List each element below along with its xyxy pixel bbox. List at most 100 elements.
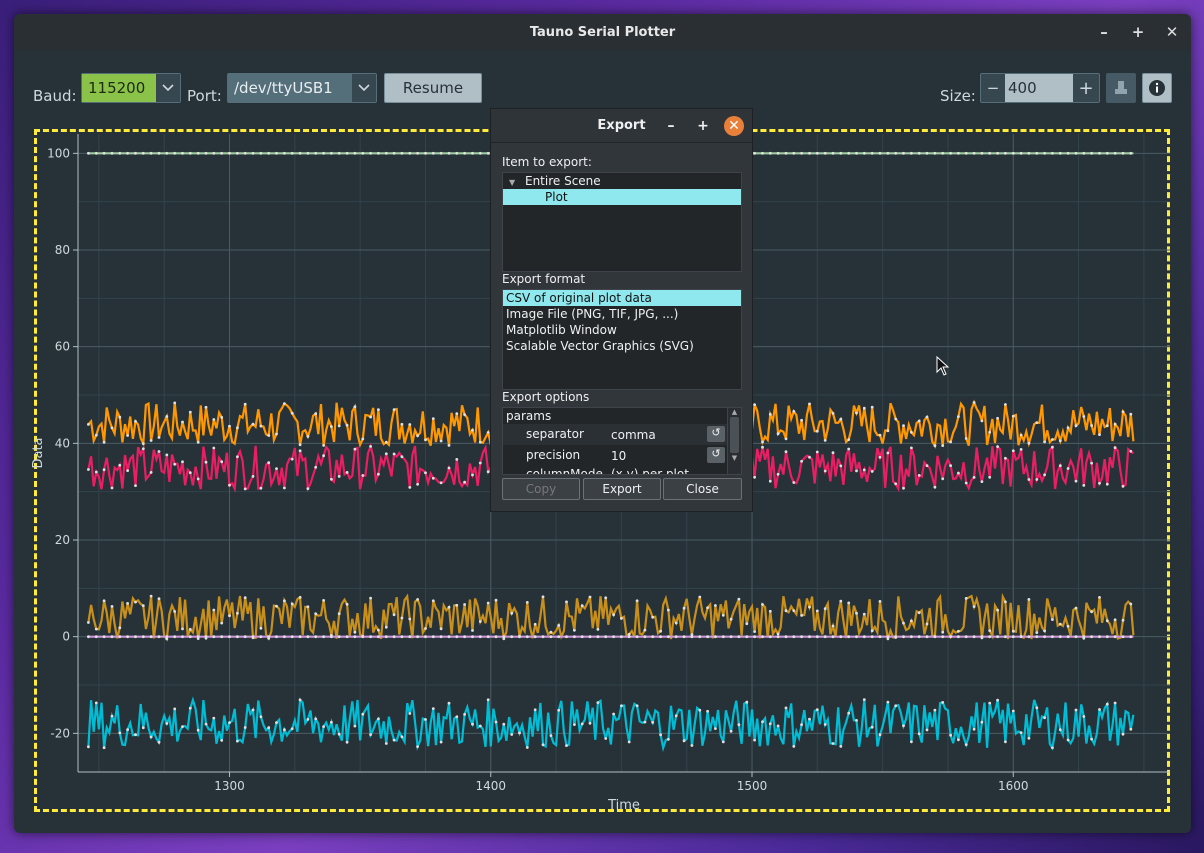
data-point [667,737,670,741]
reset-icon[interactable]: ↺ [707,426,725,442]
data-point [776,632,780,636]
data-point [698,635,702,639]
data-point [149,635,153,639]
port-select[interactable]: /dev/ttyUSB1 [227,73,377,103]
data-point [478,635,482,639]
data-point [408,712,412,715]
data-point [620,704,623,708]
scroll-up-icon[interactable]: ▲ [731,408,738,416]
size-spinbox[interactable]: − 400 + [980,73,1100,103]
separator-value[interactable]: comma [611,428,656,442]
data-point [996,445,999,448]
format-list[interactable]: CSV of original plot data Image File (PN… [502,289,742,390]
maximize-icon[interactable]: + [697,118,709,134]
size-input[interactable]: 400 [1005,74,1073,102]
data-point [306,435,310,438]
data-point [580,604,584,608]
size-minus-button[interactable]: − [986,79,1000,97]
data-point [682,606,686,610]
baud-select[interactable]: 115200 [81,73,181,103]
scroll-thumb[interactable] [730,417,739,453]
reset-icon[interactable]: ↺ [707,447,725,463]
data-point [1129,635,1133,639]
data-point [541,743,545,747]
plot-canvas[interactable]: 1300 1400 1500 1600 -20 0 20 40 60 80 100 Time Dat… [14,14,1191,833]
data-point [455,715,459,719]
close-icon[interactable]: ✕ [1165,23,1179,41]
tree-item-plot[interactable]: Plot [503,189,741,205]
data-point [1113,618,1117,622]
data-point [337,151,341,155]
format-item-csv[interactable]: CSV of original plot data [503,290,741,306]
tree-item-entire-scene[interactable]: ▼ Entire Scene [509,174,601,188]
maximize-icon[interactable]: + [1131,23,1145,41]
data-point [1121,484,1125,488]
data-point [847,711,851,715]
data-point [431,151,435,155]
options-tree[interactable]: params separator comma ↺ precision 10 ↺ … [502,407,742,475]
size-plus-button[interactable]: + [1078,77,1094,99]
data-point [236,611,239,615]
resume-button[interactable]: Resume [384,73,482,103]
precision-value[interactable]: 10 [611,449,627,463]
brush-icon[interactable] [1106,73,1136,103]
item-tree[interactable]: ▼ Entire Scene Plot [502,172,742,272]
minimize-icon[interactable]: – [1100,23,1108,41]
data-point [314,412,318,416]
data-point [957,471,960,475]
data-point [126,469,129,472]
data-point [729,729,733,733]
minimize-icon[interactable]: – [667,118,675,134]
format-item-matplotlib[interactable]: Matplotlib Window [506,323,617,337]
param-row-columnmode[interactable]: columnMode (x,y) per plot [526,467,689,475]
close-icon[interactable]: ✕ [724,116,744,136]
expand-arrow-icon[interactable]: ▼ [509,178,516,187]
data-point [1074,479,1078,483]
data-point [259,424,263,428]
data-point [337,424,341,428]
data-point [290,727,294,731]
format-item-image[interactable]: Image File (PNG, TIF, JPG, ...) [506,307,679,321]
data-point [384,625,388,629]
data-point [157,597,161,601]
data-point [157,635,161,639]
format-item-svg[interactable]: Scalable Vector Graphics (SVG) [506,339,694,353]
options-scrollbar[interactable]: ▲ ▼ [727,408,741,474]
data-point [776,472,780,476]
data-point [408,151,412,155]
data-point [345,423,349,427]
data-point [651,635,655,639]
data-point [698,708,702,712]
data-point [165,637,169,641]
copy-button[interactable]: Copy [502,478,580,500]
data-point [87,635,90,639]
param-row-separator[interactable]: separator comma ↺ [503,424,741,445]
data-point [925,415,929,419]
data-point [941,151,945,155]
data-point [972,151,976,155]
export-button[interactable]: Export [583,478,661,500]
data-point [1043,151,1046,155]
data-point [1027,598,1031,601]
data-point [1121,151,1125,155]
data-point [1035,151,1039,155]
chevron-down-icon[interactable] [352,74,376,102]
scroll-down-icon[interactable]: ▼ [731,454,738,462]
data-point [1058,728,1062,732]
data-point [408,617,412,621]
data-point [808,717,811,721]
data-point [1035,478,1039,481]
chevron-down-icon[interactable] [156,74,180,102]
param-row-precision[interactable]: precision 10 ↺ [503,445,741,466]
info-icon[interactable] [1142,73,1172,103]
close-button[interactable]: Close [663,478,742,500]
data-point [831,451,835,455]
data-point [596,635,600,639]
data-point [94,635,98,639]
data-point [823,439,827,442]
data-point [933,485,937,489]
data-point [400,422,404,426]
data-point [894,482,898,486]
data-point [886,429,890,433]
data-point [157,151,161,155]
